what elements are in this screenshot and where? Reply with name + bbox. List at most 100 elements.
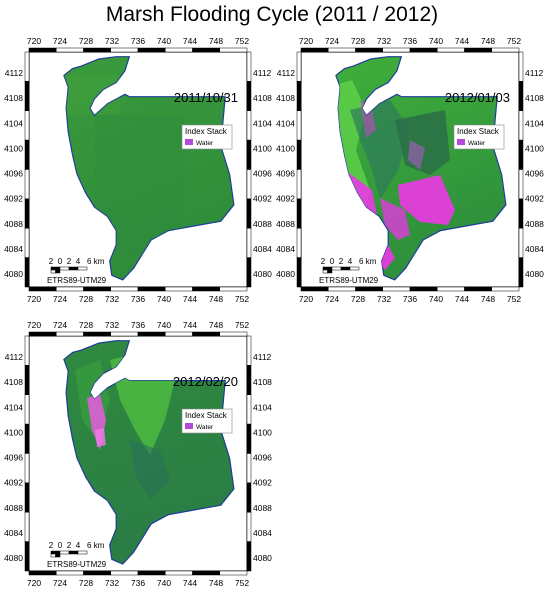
legend-title: Index Stack xyxy=(185,127,228,136)
crs-label: ETRS89-UTM29 xyxy=(319,276,379,285)
y-tick-label: 4080 xyxy=(525,269,544,279)
legend-swatch-water xyxy=(185,423,193,429)
x-tick-label: 720 xyxy=(27,294,41,304)
x-tick-label: 748 xyxy=(209,36,223,46)
x-tick-label: 720 xyxy=(299,294,313,304)
y-tick-label: 4096 xyxy=(525,169,544,179)
y-tick-label: 4088 xyxy=(4,503,23,513)
scale-bar-label: 6 km xyxy=(359,257,377,266)
y-tick-label: 4112 xyxy=(253,352,272,362)
y-tick-label: 4108 xyxy=(253,93,272,103)
x-tick-label: 720 xyxy=(27,36,41,46)
x-tick-label: 752 xyxy=(235,294,249,304)
y-tick-label: 4100 xyxy=(253,427,272,437)
x-tick-label: 728 xyxy=(351,36,365,46)
x-tick-label: 728 xyxy=(79,320,93,330)
scale-bar-label: 2 xyxy=(321,257,326,266)
x-tick-label: 732 xyxy=(105,294,119,304)
x-tick-label: 752 xyxy=(235,36,249,46)
x-tick-label: 752 xyxy=(507,294,521,304)
y-tick-label: 4104 xyxy=(253,118,272,128)
map-date: 2012/01/03 xyxy=(445,90,510,105)
y-tick-label: 4092 xyxy=(253,478,272,488)
x-tick-label: 720 xyxy=(299,36,313,46)
y-tick-label: 4084 xyxy=(525,244,544,254)
x-tick-label: 740 xyxy=(157,578,171,588)
x-tick-label: 724 xyxy=(325,36,339,46)
legend-swatch-water xyxy=(457,139,465,145)
scale-bar-label: 6 km xyxy=(87,541,105,550)
map-panel-2011-10-31: 720 720 724 724 728 728 732 732 736 736 740 740 744 7… xyxy=(4,36,272,304)
x-tick-label: 752 xyxy=(235,578,249,588)
x-tick-label: 736 xyxy=(403,36,417,46)
x-tick-label: 736 xyxy=(131,36,145,46)
y-tick-label: 4104 xyxy=(525,118,544,128)
y-tick-label: 4108 xyxy=(253,377,272,387)
y-tick-label: 4088 xyxy=(525,219,544,229)
marsh-polygon xyxy=(63,56,235,281)
scale-bar-label: 2 xyxy=(339,257,344,266)
x-tick-label: 744 xyxy=(183,320,197,330)
x-tick-label: 748 xyxy=(209,320,223,330)
y-tick-label: 4084 xyxy=(276,244,295,254)
y-tick-label: 4092 xyxy=(4,478,23,488)
y-tick-label: 4088 xyxy=(276,219,295,229)
x-tick-label: 748 xyxy=(481,36,495,46)
y-tick-label: 4096 xyxy=(276,169,295,179)
scale-bar-label: 2 xyxy=(49,541,54,550)
y-tick-label: 4096 xyxy=(253,453,272,463)
x-tick-label: 736 xyxy=(131,294,145,304)
x-tick-label: 736 xyxy=(131,320,145,330)
y-tick-label: 4080 xyxy=(253,269,272,279)
legend-item-label: Water xyxy=(196,140,214,147)
y-tick-label: 4096 xyxy=(253,169,272,179)
x-tick-label: 732 xyxy=(105,578,119,588)
x-tick-label: 736 xyxy=(403,294,417,304)
y-tick-label: 4088 xyxy=(4,219,23,229)
map-frame: 720 720 724 724 728 728 732 732 736 736 740 740 744 7… xyxy=(4,320,272,588)
x-tick-label: 728 xyxy=(79,36,93,46)
x-tick-label: 752 xyxy=(235,320,249,330)
y-tick-label: 4084 xyxy=(4,244,23,254)
x-tick-label: 720 xyxy=(27,578,41,588)
scale-bar-label: 2 xyxy=(49,257,54,266)
legend-swatch-water xyxy=(185,139,193,145)
y-tick-label: 4100 xyxy=(4,427,23,437)
x-tick-label: 744 xyxy=(455,294,469,304)
legend-item-label: Water xyxy=(468,140,486,147)
legend-item-label: Water xyxy=(196,424,214,431)
x-tick-label: 744 xyxy=(183,294,197,304)
x-tick-label: 740 xyxy=(429,36,443,46)
x-tick-label: 732 xyxy=(105,320,119,330)
crs-label: ETRS89-UTM29 xyxy=(47,560,107,569)
y-tick-label: 4112 xyxy=(5,68,24,78)
y-tick-label: 4084 xyxy=(253,528,272,538)
y-tick-label: 4096 xyxy=(4,169,23,179)
scale-bar-label: 4 xyxy=(76,541,81,550)
x-tick-label: 740 xyxy=(157,36,171,46)
y-tick-label: 4088 xyxy=(253,219,272,229)
crs-label: ETRS89-UTM29 xyxy=(47,276,107,285)
map-panel-2012-02-20: 720 720 724 724 728 728 732 732 736 736 740 740 744 7… xyxy=(4,320,272,588)
legend-title: Index Stack xyxy=(457,127,500,136)
x-tick-label: 744 xyxy=(183,36,197,46)
x-tick-label: 724 xyxy=(53,36,67,46)
x-tick-label: 728 xyxy=(351,294,365,304)
y-tick-label: 4112 xyxy=(253,68,272,78)
x-tick-label: 724 xyxy=(53,320,67,330)
x-tick-label: 728 xyxy=(79,578,93,588)
x-tick-label: 736 xyxy=(131,578,145,588)
y-tick-label: 4080 xyxy=(276,269,295,279)
x-tick-label: 740 xyxy=(157,294,171,304)
scale-bar-label: 0 xyxy=(58,257,63,266)
y-tick-label: 4108 xyxy=(4,93,23,103)
legend: Index Stack Water xyxy=(181,408,233,434)
x-tick-label: 724 xyxy=(325,294,339,304)
y-tick-label: 4080 xyxy=(4,269,23,279)
x-tick-label: 748 xyxy=(481,294,495,304)
y-tick-label: 4108 xyxy=(4,377,23,387)
x-tick-label: 744 xyxy=(183,578,197,588)
scale-bar-label: 2 xyxy=(67,541,72,550)
y-tick-label: 4112 xyxy=(525,68,544,78)
